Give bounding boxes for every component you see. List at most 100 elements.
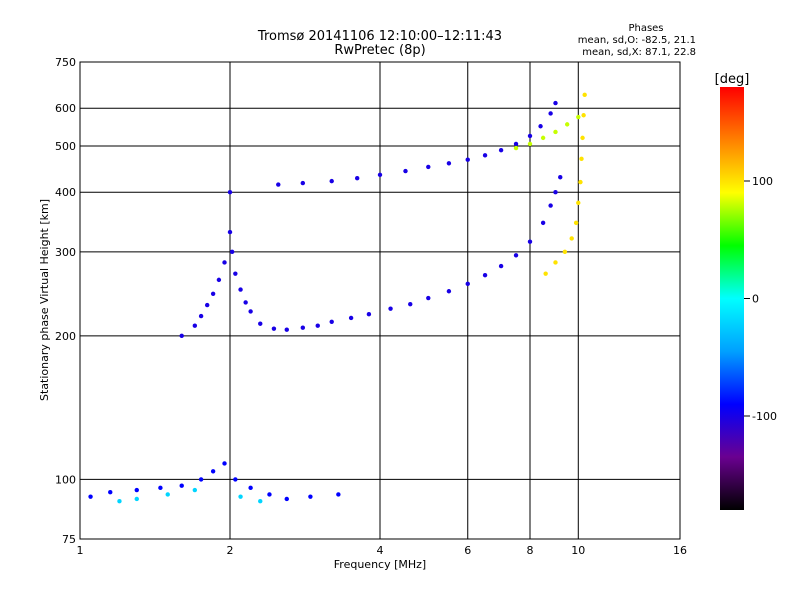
data-point xyxy=(513,145,519,151)
data-point xyxy=(538,124,543,129)
data-point xyxy=(243,300,248,305)
data-point xyxy=(498,147,504,153)
data-point xyxy=(558,175,563,180)
data-point xyxy=(222,461,227,466)
data-point xyxy=(329,319,334,324)
data-point xyxy=(308,494,313,499)
data-point xyxy=(210,469,216,474)
data-point xyxy=(581,113,586,118)
data-point xyxy=(408,301,413,307)
data-point xyxy=(204,302,210,308)
data-point xyxy=(329,178,334,184)
data-point xyxy=(165,492,170,497)
data-point xyxy=(527,141,533,147)
data-point xyxy=(300,180,306,186)
data-point xyxy=(540,220,546,226)
data-point xyxy=(527,239,533,244)
y-axis-label: Stationary phase Virtual Height [km] xyxy=(38,199,51,401)
data-point xyxy=(227,190,233,195)
data-point xyxy=(222,260,227,265)
data-point xyxy=(553,100,558,106)
data-point xyxy=(354,176,360,181)
data-points xyxy=(88,92,587,504)
data-point xyxy=(117,499,122,504)
data-point xyxy=(580,135,585,141)
data-point xyxy=(482,153,488,158)
data-point xyxy=(134,487,139,493)
data-point xyxy=(134,496,139,502)
y-tick-labels: 75 100 200 300 400 500 600 750 xyxy=(55,56,76,546)
data-point xyxy=(315,323,320,328)
x-tick-label: 1 xyxy=(77,544,84,557)
data-point xyxy=(233,477,238,482)
data-point xyxy=(192,323,198,328)
data-point xyxy=(88,494,93,499)
data-point xyxy=(348,315,354,321)
colorbar-tick-label: 100 xyxy=(752,175,773,188)
y-tick-label: 750 xyxy=(55,56,76,69)
y-tick-label: 200 xyxy=(55,330,76,343)
data-point xyxy=(527,133,533,139)
data-point xyxy=(210,291,216,296)
data-point xyxy=(426,295,431,301)
y-tick-label: 500 xyxy=(55,140,76,153)
y-tick-label: 300 xyxy=(55,246,76,259)
data-point xyxy=(229,249,235,255)
data-point xyxy=(216,277,222,283)
stats-heading: Phases xyxy=(628,23,663,34)
data-point xyxy=(158,485,163,491)
data-point xyxy=(248,485,253,491)
data-point xyxy=(179,333,184,339)
data-point xyxy=(446,161,452,166)
data-point xyxy=(465,281,470,287)
data-point xyxy=(562,249,568,255)
x-tick-label: 2 xyxy=(227,544,234,557)
x-tick-label: 6 xyxy=(464,544,471,557)
x-tick-label: 4 xyxy=(377,544,384,557)
data-point xyxy=(179,483,184,488)
data-point xyxy=(579,156,584,162)
data-point xyxy=(553,129,558,135)
colorbar xyxy=(720,87,744,510)
chart-title: Tromsø 20141106 12:10:00–12:11:43 xyxy=(257,29,502,44)
data-point xyxy=(498,263,504,269)
data-point xyxy=(300,325,306,330)
x-tick-label: 8 xyxy=(527,544,534,557)
y-tick-label: 100 xyxy=(55,473,76,486)
stats-x-mode: mean, sd,X: 87.1, 22.8 xyxy=(582,47,696,58)
data-point xyxy=(540,135,546,141)
colorbar-tick-label: 0 xyxy=(752,293,759,306)
x-axis-label: Frequency [MHz] xyxy=(334,558,426,571)
data-point xyxy=(569,236,574,241)
data-point xyxy=(271,326,277,331)
y-tick-label: 400 xyxy=(55,186,76,199)
data-point xyxy=(248,309,253,314)
data-point xyxy=(465,157,470,162)
data-point xyxy=(548,111,553,116)
y-tick-label: 75 xyxy=(62,533,76,546)
data-point xyxy=(578,179,583,185)
data-point xyxy=(192,487,198,493)
colorbar-ticks: 100 0 -100 xyxy=(744,175,777,423)
data-point xyxy=(238,494,243,499)
data-point xyxy=(482,272,488,278)
data-point xyxy=(233,271,238,276)
chart-subtitle: RwPretec (8p) xyxy=(334,43,425,58)
data-point xyxy=(377,172,383,178)
data-point xyxy=(582,92,587,98)
data-point xyxy=(388,306,393,311)
data-point xyxy=(198,477,204,482)
data-point xyxy=(267,492,272,497)
data-point xyxy=(336,492,341,497)
grid-lines xyxy=(79,61,681,540)
x-tick-label: 16 xyxy=(673,544,687,557)
data-point xyxy=(576,114,581,120)
data-point xyxy=(227,229,233,235)
data-point xyxy=(446,289,452,294)
data-point xyxy=(513,253,519,258)
data-point xyxy=(403,168,408,174)
colorbar-tick-label: -100 xyxy=(752,410,777,423)
data-point xyxy=(366,311,372,317)
data-point xyxy=(553,190,558,195)
